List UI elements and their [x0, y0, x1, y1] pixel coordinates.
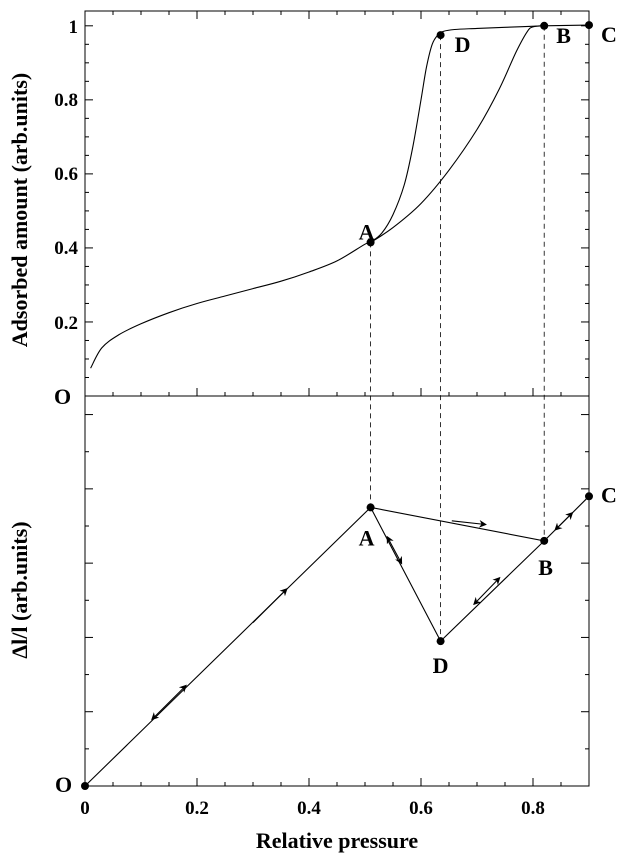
point-label-A-top: A [359, 219, 375, 244]
y-tick-label-0.4: 0.4 [54, 238, 78, 259]
curves-layer [84, 24, 590, 787]
arrow-3 [386, 535, 403, 565]
x-tick-label-0: 0 [80, 798, 90, 819]
y-tick-label-1: 1 [69, 17, 79, 38]
point-label-D-bottom: D [433, 653, 449, 678]
x-tick-label-0.6: 0.6 [409, 798, 433, 819]
point-label-D-top: D [455, 32, 471, 57]
y-tick-label-0.2: 0.2 [54, 313, 78, 334]
x-tick-label-0.4: 0.4 [297, 798, 321, 819]
arrow-4 [473, 576, 501, 606]
point-label-A-bottom: A [359, 525, 375, 550]
point-label-C-top: C [601, 22, 617, 47]
guide-lines [370, 25, 545, 642]
arrow-1 [252, 588, 288, 623]
point-B-top [540, 21, 549, 30]
points-layer: A D B C O A D B C [55, 21, 617, 797]
point-A-top [366, 238, 375, 247]
strain-path-line [84, 495, 590, 787]
strain-loop-line [370, 507, 545, 643]
point-B-bottom [540, 536, 549, 545]
y-tick-label-0.6: 0.6 [54, 164, 78, 185]
arrow-2 [451, 520, 487, 528]
y-axis-title-top: Adsorbed amount (arb.units) [7, 73, 32, 347]
top-panel-frame [84, 10, 590, 397]
point-D-bottom [436, 637, 445, 646]
arrow-5 [554, 511, 574, 531]
point-label-B-top: B [556, 23, 571, 48]
point-D-top [436, 31, 445, 40]
y-tick-label-0.8: 0.8 [54, 90, 78, 111]
point-label-C-bottom: C [601, 482, 617, 507]
x-axis-title: Relative pressure [256, 828, 419, 853]
point-A-bottom [366, 503, 375, 512]
arrow-0 [151, 684, 187, 721]
arrows-layer [151, 511, 574, 721]
y-axis-title-bottom: Δl/l (arb.units) [7, 521, 32, 658]
x-tick-label-0.8: 0.8 [521, 798, 545, 819]
x-tick-label-0.2: 0.2 [185, 798, 209, 819]
point-label-O-bottom: O [55, 772, 72, 797]
ticks-layer [84, 11, 590, 786]
point-label-B-bottom: B [538, 555, 553, 580]
point-C-top [585, 21, 593, 30]
point-C-bottom [585, 492, 593, 501]
isotherm-adsorption-curve [90, 24, 590, 369]
point-O-bottom [81, 782, 89, 790]
bottom-panel-frame [84, 395, 590, 787]
isotherm-desorption-curve [370, 25, 545, 243]
origin-label-top: O [54, 384, 71, 409]
